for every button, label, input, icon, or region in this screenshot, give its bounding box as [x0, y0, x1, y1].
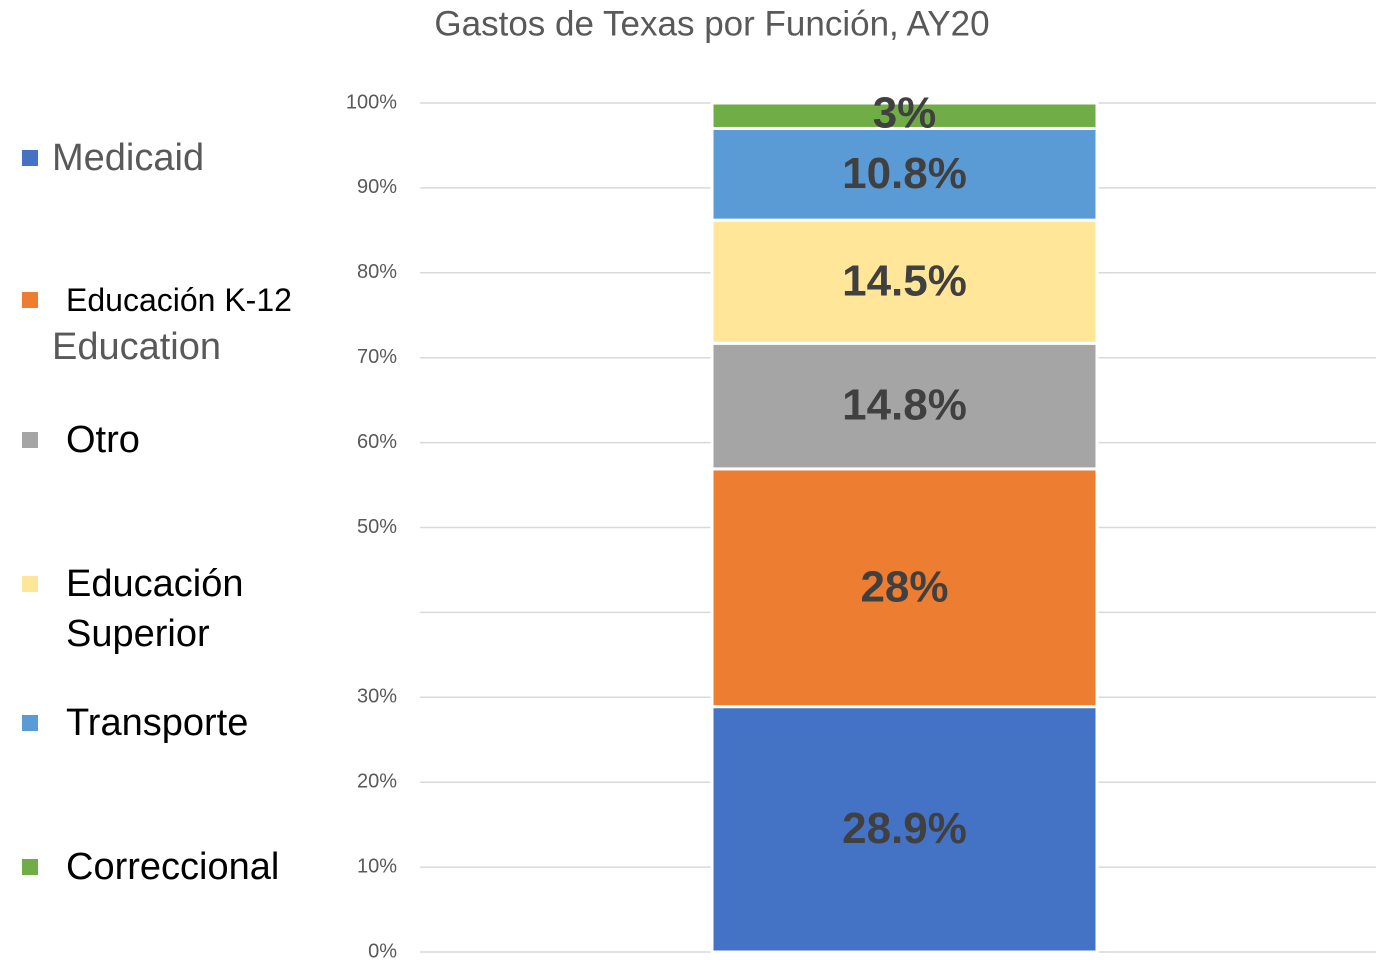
y-tick-label: 80% — [357, 261, 397, 283]
legend-label: Medicaid — [52, 137, 205, 179]
legend-item: Medicaid — [22, 133, 312, 183]
legend-item: Correccional — [22, 842, 326, 892]
y-tick-label: 30% — [357, 686, 397, 708]
bar-segment — [710, 126, 1099, 222]
legend-swatch — [22, 576, 38, 592]
legend-item: Otro — [22, 415, 326, 465]
legend-label: Correccional — [66, 846, 280, 888]
legend-label: Educación K-12 — [66, 282, 292, 318]
data-label: 10.8% — [842, 149, 967, 198]
bar-segment — [710, 218, 1099, 345]
bar-segment — [710, 101, 1099, 130]
data-label: 3% — [873, 88, 937, 137]
legend-swatch — [22, 432, 38, 448]
legend-label: Otro — [66, 419, 140, 461]
chart-title: Gastos de Texas por Función, AY20 — [434, 4, 989, 43]
y-tick-label: 70% — [357, 346, 397, 368]
y-tick-label: 0% — [368, 940, 397, 960]
y-tick-label: 100% — [346, 91, 397, 113]
data-label: 14.8% — [842, 381, 967, 430]
bar-segment — [710, 341, 1099, 471]
data-label: 14.5% — [842, 256, 967, 305]
legend-swatch — [22, 292, 38, 308]
y-tick-label: 60% — [357, 431, 397, 453]
y-tick-label: 90% — [357, 176, 397, 198]
legend-item: Educación Superior — [22, 559, 326, 659]
legend-item: Educación K-12 — [22, 275, 326, 325]
bar-segment — [710, 705, 1099, 954]
legend-item: Transporte — [22, 698, 326, 748]
data-label: 28.9% — [842, 804, 967, 853]
legend-swatch — [22, 859, 38, 875]
data-label: 28% — [860, 562, 948, 611]
legend-swatch — [22, 150, 38, 166]
legend-label: Transporte — [66, 702, 249, 744]
y-tick-label: 20% — [357, 770, 397, 792]
annotation: Education — [52, 326, 222, 368]
y-tick-label: 10% — [357, 855, 397, 877]
y-tick-label: 50% — [357, 516, 397, 538]
bar-segment — [710, 467, 1099, 709]
legend-swatch — [22, 715, 38, 731]
legend-label: Educación Superior — [66, 563, 244, 655]
